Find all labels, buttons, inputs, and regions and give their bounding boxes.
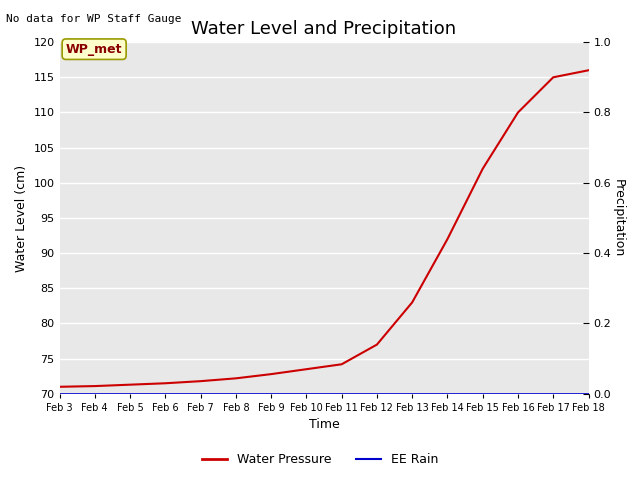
Water Pressure (408, 300, 416, 305)
Water Pressure (196, 378, 204, 384)
Water Pressure (549, 74, 557, 80)
Water Pressure (91, 383, 99, 389)
Y-axis label: Precipitation: Precipitation (612, 179, 625, 257)
X-axis label: Time: Time (308, 419, 339, 432)
Water Pressure (479, 166, 486, 172)
Water Pressure (303, 366, 310, 372)
Water Pressure (56, 384, 63, 390)
Text: WP_met: WP_met (66, 43, 122, 56)
Water Pressure (126, 382, 134, 387)
Legend: Water Pressure, EE Rain: Water Pressure, EE Rain (196, 448, 444, 471)
Water Pressure (444, 236, 451, 242)
Water Pressure (232, 375, 240, 381)
Line: Water Pressure: Water Pressure (60, 70, 589, 387)
Water Pressure (585, 67, 593, 73)
Water Pressure (161, 380, 169, 386)
Water Pressure (514, 109, 522, 115)
Water Pressure (373, 342, 381, 348)
Y-axis label: Water Level (cm): Water Level (cm) (15, 165, 28, 272)
Text: No data for WP Staff Gauge: No data for WP Staff Gauge (6, 14, 182, 24)
Water Pressure (338, 361, 346, 367)
Water Pressure (268, 371, 275, 377)
Title: Water Level and Precipitation: Water Level and Precipitation (191, 20, 456, 38)
